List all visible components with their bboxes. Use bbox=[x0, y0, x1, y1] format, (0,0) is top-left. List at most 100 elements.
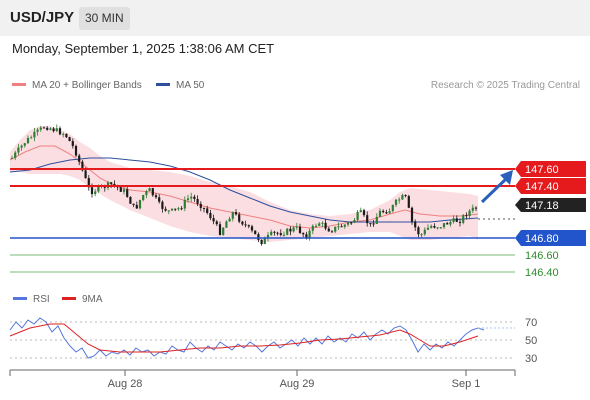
candlestick-series bbox=[10, 124, 478, 246]
bollinger-band bbox=[10, 126, 478, 242]
candle-body bbox=[14, 152, 17, 158]
candle-body bbox=[238, 214, 241, 222]
candle-body bbox=[330, 231, 334, 233]
price-label-r2: 147.60 bbox=[515, 161, 586, 177]
candle-body bbox=[49, 128, 52, 130]
candle-body bbox=[410, 207, 414, 222]
candle-body bbox=[311, 225, 314, 231]
x-axis-label-aug29: Aug 29 bbox=[280, 378, 315, 390]
price-label-r2-text: 147.60 bbox=[525, 164, 559, 176]
candle-body bbox=[58, 128, 62, 135]
candle-body bbox=[222, 227, 225, 235]
candle-body bbox=[279, 233, 282, 235]
candle-body bbox=[138, 199, 142, 209]
candle-body bbox=[10, 157, 14, 159]
candle-body bbox=[161, 201, 164, 209]
candle-body bbox=[324, 222, 327, 229]
candle-body bbox=[449, 221, 452, 225]
copyright: Research © 2025 Trading Central bbox=[430, 80, 580, 91]
candle-body bbox=[254, 230, 257, 235]
ma9-swatch-icon bbox=[62, 297, 76, 300]
candle-body bbox=[183, 199, 186, 209]
candle-body bbox=[292, 227, 295, 232]
candle-body bbox=[87, 178, 90, 188]
candle-body bbox=[244, 224, 247, 226]
candle-body bbox=[398, 199, 401, 201]
candle-body bbox=[129, 196, 132, 204]
candle-body bbox=[17, 147, 20, 153]
candle-body bbox=[433, 225, 436, 228]
candle-body bbox=[62, 133, 65, 135]
candle-body bbox=[343, 224, 346, 227]
candle-body bbox=[196, 199, 199, 204]
rsi-legend-label: RSI bbox=[33, 294, 50, 305]
ma20-line bbox=[9, 145, 479, 229]
candle-body bbox=[94, 191, 97, 195]
candle-body bbox=[468, 210, 471, 217]
rsi-swatch-icon bbox=[13, 297, 27, 300]
legend-ma20: MA 20 + Bollinger Bands bbox=[12, 80, 142, 91]
candle-body bbox=[228, 218, 231, 222]
candle-body bbox=[350, 222, 353, 224]
candle-body bbox=[388, 211, 391, 214]
price-label-pivot-text: 146.80 bbox=[525, 233, 559, 245]
ma9-line bbox=[9, 323, 479, 353]
candle-body bbox=[39, 127, 42, 130]
candle-body bbox=[321, 222, 324, 224]
candle-body bbox=[375, 216, 378, 224]
candle-body bbox=[234, 212, 238, 215]
candle-body bbox=[33, 131, 36, 138]
candle-body bbox=[126, 189, 129, 197]
x-axis-label-sep1: Sep 1 bbox=[452, 378, 481, 390]
candle-body bbox=[142, 195, 145, 200]
candle-body bbox=[423, 229, 426, 235]
candle-body bbox=[426, 227, 430, 230]
candle-body bbox=[346, 222, 350, 225]
candle-body bbox=[340, 226, 343, 228]
candle-body bbox=[250, 226, 254, 231]
ma50-swatch-icon bbox=[156, 82, 170, 86]
legend-ma50: MA 50 bbox=[156, 80, 204, 91]
price-label-current: 147.18 bbox=[515, 198, 586, 212]
price-label-current-text: 147.18 bbox=[525, 200, 559, 212]
candle-body bbox=[71, 141, 74, 146]
candle-body bbox=[337, 226, 340, 228]
candle-body bbox=[327, 228, 330, 232]
candle-body bbox=[231, 212, 234, 219]
candle-body bbox=[84, 170, 87, 179]
candle-body bbox=[167, 210, 170, 212]
chart-datetime: Monday, September 1, 2025 1:38:06 AM CET bbox=[12, 41, 275, 56]
candle-body bbox=[334, 226, 337, 232]
candle-body bbox=[260, 239, 263, 245]
candle-body bbox=[132, 203, 135, 205]
candle-body bbox=[420, 234, 423, 236]
legend-ma20-label: MA 20 + Bollinger Bands bbox=[32, 80, 142, 91]
candle-body bbox=[263, 238, 266, 245]
candle-body bbox=[359, 210, 362, 213]
candle-body bbox=[212, 218, 215, 222]
candle-body bbox=[282, 234, 286, 236]
candle-body bbox=[404, 195, 407, 197]
candle-body bbox=[455, 218, 458, 222]
ma20-swatch-icon bbox=[12, 82, 26, 86]
candle-body bbox=[257, 234, 260, 240]
price-label-r1: 147.40 bbox=[515, 178, 586, 194]
candle-body bbox=[36, 129, 39, 132]
candle-body bbox=[177, 208, 180, 210]
candle-body bbox=[151, 188, 154, 196]
candle-body bbox=[401, 195, 404, 200]
candle-body bbox=[436, 227, 439, 229]
candle-body bbox=[209, 212, 212, 219]
price-label-s1: 146.60 bbox=[525, 250, 559, 262]
chart-header: USD/JPY 30 MIN bbox=[0, 0, 590, 36]
candle-body bbox=[314, 225, 318, 227]
candle-body bbox=[199, 203, 202, 208]
candle-body bbox=[74, 145, 78, 156]
candle-body bbox=[247, 225, 250, 227]
timeframe-button[interactable]: 30 MIN bbox=[79, 7, 130, 30]
candle-body bbox=[276, 232, 279, 234]
candle-body bbox=[369, 223, 372, 225]
candle-body bbox=[164, 208, 167, 211]
rsi-line bbox=[9, 317, 485, 359]
candle-body bbox=[458, 221, 462, 223]
